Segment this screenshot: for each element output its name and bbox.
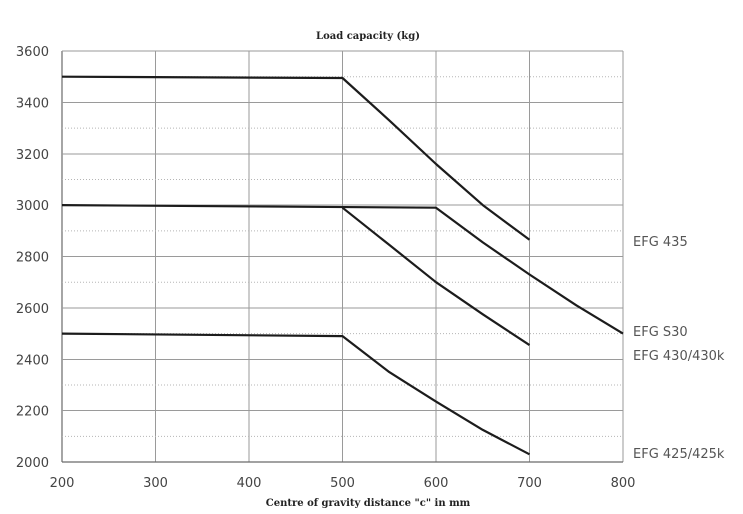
series-label: EFG 435 <box>633 235 688 250</box>
series-lines <box>61 75 624 456</box>
series-label: EFG 430/430k <box>633 349 725 364</box>
x-tick-label: 200 <box>50 476 75 491</box>
x-tick-label: 600 <box>424 476 449 491</box>
y-tick-label: 2000 <box>16 456 49 471</box>
series-label: EFG S30 <box>633 325 688 340</box>
y-tick-label: 2400 <box>16 353 49 368</box>
series-label: EFG 425/425k <box>633 447 725 462</box>
series-line <box>61 332 531 456</box>
series-line <box>341 206 531 347</box>
y-axis-ticks: 2000 2200 2400 2600 2800 3000 3200 3400 3600 <box>16 45 49 471</box>
y-tick-label: 2800 <box>16 251 49 266</box>
grid <box>61 50 624 463</box>
x-tick-label: 400 <box>237 476 262 491</box>
y-tick-label: 2200 <box>16 405 49 420</box>
chart-title: Load capacity (kg) <box>316 31 420 42</box>
y-tick-label: 3200 <box>16 148 49 163</box>
x-tick-label: 300 <box>143 476 168 491</box>
x-tick-label: 700 <box>517 476 542 491</box>
x-axis-label: Centre of gravity distance "c" in mm <box>266 498 471 509</box>
y-tick-label: 2600 <box>16 302 49 317</box>
series-line <box>61 204 624 335</box>
x-axis-ticks: 200 300 400 500 600 700 800 <box>50 476 636 491</box>
y-tick-label: 3400 <box>16 96 49 111</box>
y-tick-label: 3000 <box>16 199 49 214</box>
x-tick-label: 500 <box>330 476 355 491</box>
y-tick-label: 3600 <box>16 45 49 60</box>
series-labels: EFG 435 EFG S30 EFG 430/430k EFG 425/425k <box>633 235 725 462</box>
series-line <box>61 75 531 241</box>
x-tick-label: 800 <box>611 476 636 491</box>
